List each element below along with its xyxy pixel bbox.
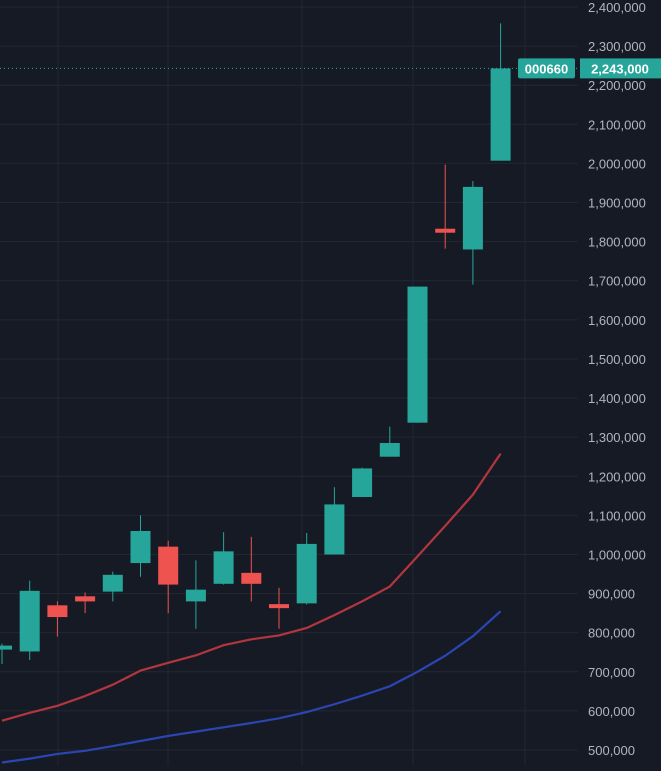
- price-axis-tick-label: 1,500,000: [588, 352, 646, 367]
- candle-up: [352, 467, 373, 497]
- candle-up: [0, 643, 12, 664]
- candle-body: [296, 543, 317, 604]
- candle-body: [185, 589, 206, 602]
- candles: [0, 23, 511, 664]
- price-axis-tick-label: 2,300,000: [588, 39, 646, 54]
- price-axis-tick-label: 600,000: [588, 704, 635, 719]
- candle-up: [185, 560, 206, 629]
- price-axis-tick-label: 1,300,000: [588, 430, 646, 445]
- price-axis-tick-label: 1,400,000: [588, 391, 646, 406]
- price-axis-tick-label: 1,600,000: [588, 313, 646, 328]
- symbol-tag-label: 000660: [525, 61, 568, 76]
- price-tag-background: [580, 58, 661, 79]
- candle-body: [130, 531, 151, 564]
- price-axis-tick-label: 2,000,000: [588, 156, 646, 171]
- price-axis-tick-label: 700,000: [588, 665, 635, 680]
- price-axis-tick-label: 1,000,000: [588, 547, 646, 562]
- candle-up: [296, 532, 317, 605]
- price-axis-tick-label: 1,900,000: [588, 196, 646, 211]
- candle-up: [102, 571, 123, 602]
- candle-body: [462, 186, 483, 250]
- candle-down: [75, 592, 96, 614]
- candle-body: [102, 574, 123, 592]
- candle-down: [47, 601, 68, 637]
- candle-up: [130, 515, 151, 577]
- candle-up: [462, 181, 483, 285]
- candle-up: [490, 23, 511, 161]
- ma-fast-line: [1, 452, 502, 722]
- candle-body: [379, 443, 400, 457]
- candle-body: [75, 596, 96, 602]
- symbol-tag-background: [518, 58, 575, 79]
- candle-body: [158, 546, 179, 585]
- price-axis[interactable]: 500,000 600,000 700,000 800,000 900,000 1,000…: [588, 0, 646, 758]
- candle-body: [324, 504, 345, 555]
- price-axis-tick-label: 1,800,000: [588, 235, 646, 250]
- price-axis-tick-label: 2,200,000: [588, 78, 646, 93]
- candle-body: [19, 590, 40, 652]
- price-axis-tick-label: 2,100,000: [588, 117, 646, 132]
- candle-body: [213, 551, 234, 584]
- price-axis-tick-label: 900,000: [588, 587, 635, 602]
- price-tag-value: 2,243,000: [591, 61, 649, 76]
- moving-averages: [1, 452, 502, 764]
- candle-down: [241, 536, 262, 602]
- candle-up: [213, 532, 234, 585]
- price-axis-tick-label: 2,400,000: [588, 0, 646, 15]
- price-axis-tick-label: 1,200,000: [588, 469, 646, 484]
- candle-body: [0, 645, 12, 650]
- candle-body: [47, 605, 68, 618]
- candle-down: [158, 540, 179, 614]
- ma-slow-line: [1, 610, 502, 764]
- candle-up: [379, 426, 400, 457]
- candle-body: [490, 68, 511, 161]
- candle-body: [435, 228, 456, 233]
- candle-body: [241, 572, 262, 584]
- candle-up: [324, 487, 345, 555]
- price-axis-tick-label: 500,000: [588, 743, 635, 758]
- candle-body: [407, 286, 428, 423]
- candle-down: [269, 587, 289, 629]
- price-axis-tick-label: 1,100,000: [588, 508, 646, 523]
- candle-down: [435, 164, 456, 249]
- price-axis-tick-label: 800,000: [588, 626, 635, 641]
- candle-body: [269, 604, 289, 609]
- price-tag: 000660 2,243,000: [518, 58, 661, 79]
- candle-up: [407, 286, 428, 423]
- candle-body: [352, 468, 373, 497]
- candle-up: [19, 580, 40, 661]
- price-axis-tick-label: 1,700,000: [588, 274, 646, 289]
